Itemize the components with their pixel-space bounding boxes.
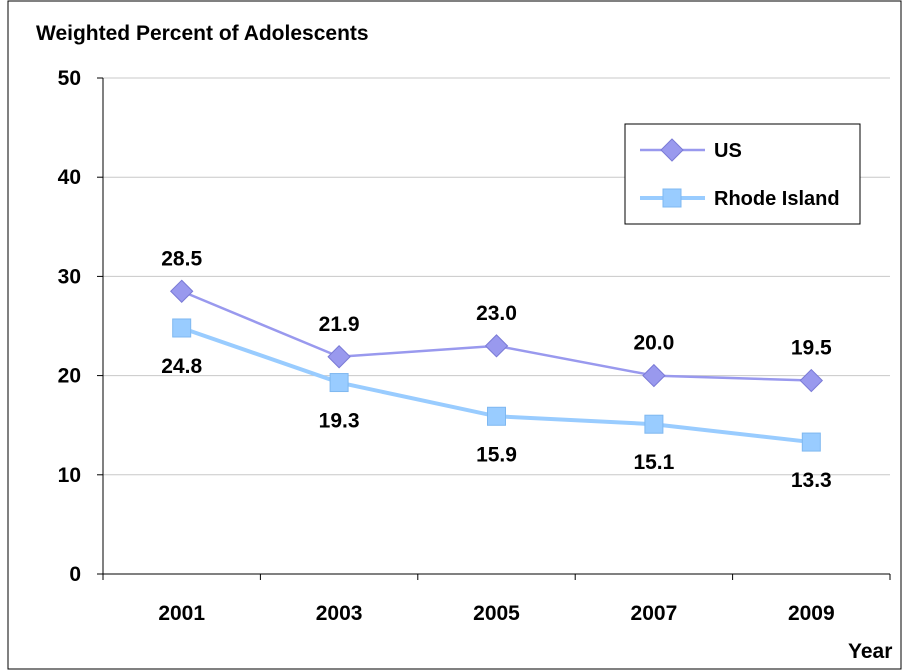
x-ticks: 2001 2003 2005 2007 2009 [102, 574, 891, 625]
data-label: 20.0 [633, 332, 674, 355]
legend-marker [662, 188, 682, 208]
legend-label: US [714, 140, 742, 162]
chart-border [7, 0, 902, 670]
data-label: 19.5 [791, 337, 832, 360]
legend: US Rhode Island [624, 123, 861, 225]
y-tick-label: 0 [69, 563, 81, 586]
x-tick-label: 2009 [788, 602, 835, 625]
legend-marker [660, 138, 684, 162]
data-label: 13.3 [791, 469, 832, 492]
data-label: 15.9 [476, 443, 517, 466]
x-tick-label: 2003 [316, 602, 363, 625]
data-point [801, 432, 821, 452]
y-ticks: 0 10 20 30 40 50 [58, 67, 103, 586]
data-labels: 28.5 21.9 23.0 20.0 19.5 24.8 19.3 15.9 15.1 13.3 [161, 247, 832, 492]
chart-title: Weighted Percent of Adolescents [36, 22, 369, 45]
data-point [169, 279, 194, 303]
data-label: 21.9 [319, 313, 360, 336]
data-label: 15.1 [633, 451, 674, 474]
data-point [644, 414, 664, 434]
x-axis-label: Year [848, 640, 892, 663]
data-point [799, 368, 824, 393]
axes [102, 78, 890, 575]
y-tick-label: 10 [58, 464, 81, 487]
data-label: 23.0 [476, 302, 517, 325]
legend-label: Rhode Island [714, 188, 840, 210]
y-tick-label: 40 [58, 166, 81, 189]
data-point [484, 334, 509, 358]
data-point [329, 373, 349, 393]
data-point [172, 318, 192, 338]
series [169, 279, 824, 452]
y-tick-label: 50 [58, 67, 81, 90]
data-point [327, 345, 351, 369]
data-label: 28.5 [161, 247, 202, 270]
y-tick-label: 20 [58, 365, 81, 388]
x-tick-label: 2007 [631, 602, 678, 625]
data-point [487, 406, 506, 426]
x-tick-label: 2001 [158, 602, 205, 625]
data-label: 19.3 [319, 410, 360, 433]
data-point [642, 363, 666, 388]
data-label: 24.8 [161, 355, 202, 378]
x-tick-label: 2005 [473, 602, 520, 625]
y-tick-label: 30 [58, 265, 81, 288]
